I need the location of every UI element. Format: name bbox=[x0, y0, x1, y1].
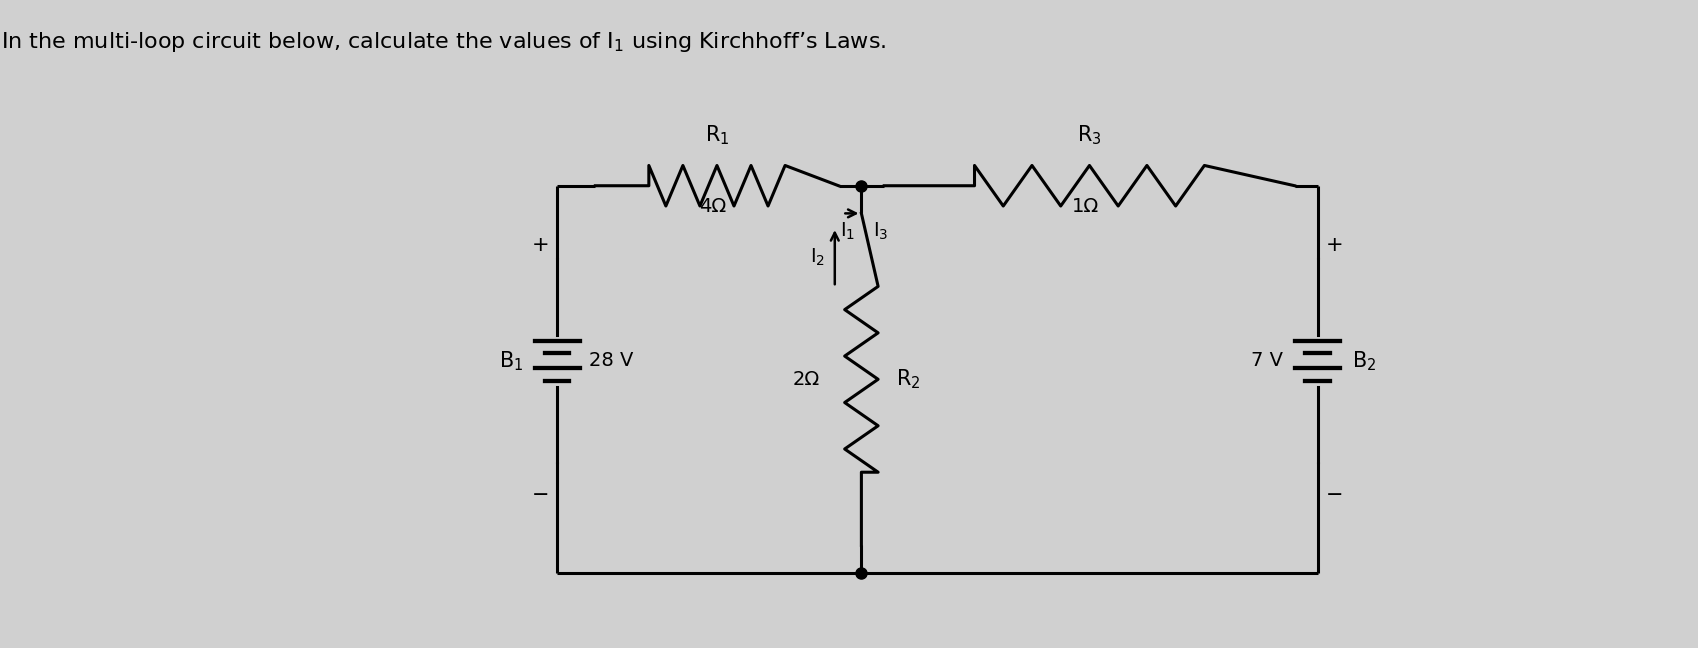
Text: B$_1$: B$_1$ bbox=[499, 349, 523, 373]
Text: B$_2$: B$_2$ bbox=[1352, 349, 1375, 373]
Text: 4Ω: 4Ω bbox=[700, 197, 727, 216]
Text: R$_3$: R$_3$ bbox=[1077, 123, 1102, 147]
Text: I$_3$: I$_3$ bbox=[873, 221, 888, 242]
Text: R$_1$: R$_1$ bbox=[705, 123, 728, 147]
Text: 2Ω: 2Ω bbox=[791, 370, 818, 389]
Text: 7 V: 7 V bbox=[1250, 351, 1282, 371]
Text: 28 V: 28 V bbox=[589, 351, 633, 371]
Text: +: + bbox=[1324, 235, 1341, 255]
Text: I$_2$: I$_2$ bbox=[810, 247, 825, 268]
Text: 1Ω: 1Ω bbox=[1071, 197, 1099, 216]
Text: In the multi-loop circuit below, calculate the values of I$_1$ using Kirchhoff’s: In the multi-loop circuit below, calcula… bbox=[0, 29, 885, 54]
Text: −: − bbox=[1324, 485, 1341, 505]
Text: +: + bbox=[531, 235, 548, 255]
Text: R$_2$: R$_2$ bbox=[895, 367, 920, 391]
Text: −: − bbox=[531, 485, 548, 505]
Text: I$_1$: I$_1$ bbox=[841, 221, 856, 242]
